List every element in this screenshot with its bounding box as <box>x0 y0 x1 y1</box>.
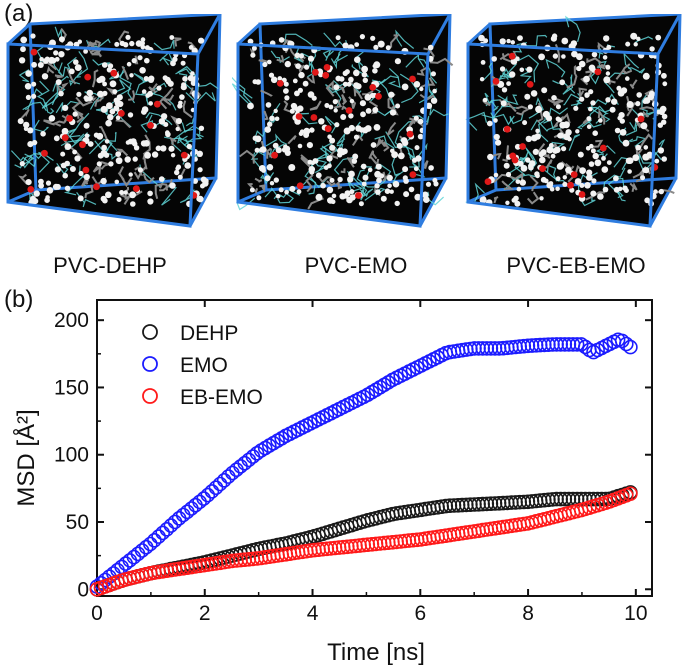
caption-pvc-emo: PVC-EMO <box>304 253 408 278</box>
panel-a-label: (a) <box>4 0 34 27</box>
y-tick-label: 0 <box>77 578 89 601</box>
data-point <box>204 484 220 499</box>
data-point <box>221 469 236 484</box>
legend-label: EMO <box>180 354 228 377</box>
molecules <box>232 29 454 211</box>
simulation-box-pvc-emo <box>232 14 454 228</box>
data-point <box>249 446 265 461</box>
data-point <box>180 504 195 520</box>
simulation-box-pvc-eb-emo <box>465 14 682 228</box>
legend-marker <box>142 324 158 340</box>
data-point <box>192 494 207 510</box>
box-edge <box>418 177 448 227</box>
data-point <box>175 507 191 523</box>
data-point <box>623 339 638 355</box>
data-point <box>208 480 224 495</box>
panel-b-label: (b) <box>4 286 34 313</box>
box-edge <box>236 22 262 46</box>
legend-label: DEHP <box>180 322 238 345</box>
box-edge <box>466 22 492 46</box>
legend-marker <box>142 356 158 372</box>
data-point <box>134 543 150 558</box>
caption-pvc-dehp: PVC-DEHP <box>53 253 167 278</box>
data-point <box>188 497 203 513</box>
box-edge <box>237 188 267 204</box>
data-point <box>184 501 199 516</box>
y-tick-label: 150 <box>54 376 89 399</box>
box-edge <box>648 177 678 227</box>
data-point <box>237 455 252 471</box>
data-point <box>212 476 228 492</box>
series-emo <box>89 332 638 594</box>
data-point <box>623 486 638 501</box>
data-point <box>118 556 133 571</box>
box-front-face <box>236 42 430 228</box>
x-tick-label: 8 <box>522 602 534 625</box>
data-point <box>200 487 216 503</box>
data-point <box>241 452 257 468</box>
data-point <box>196 491 211 506</box>
data-point <box>569 337 585 352</box>
y-tick-label: 200 <box>54 309 89 332</box>
data-point <box>171 511 187 526</box>
data-point <box>233 459 248 474</box>
data-point <box>114 559 129 575</box>
data-point <box>216 473 232 488</box>
molecules <box>10 26 219 208</box>
x-tick-label: 4 <box>307 602 319 625</box>
box-background <box>238 14 450 226</box>
box-edge <box>6 22 32 46</box>
box-edge <box>656 14 682 55</box>
data-point <box>130 546 146 562</box>
molecules <box>465 15 675 207</box>
caption-pvc-eb-emo: PVC-EB-EMO <box>506 253 646 278</box>
data-point <box>167 514 183 530</box>
box-edge <box>467 188 497 204</box>
simulation-box-pvc-dehp <box>6 14 222 228</box>
y-tick-label: 100 <box>54 444 89 467</box>
x-axis-title: Time [ns] <box>327 639 425 666</box>
box-edge <box>196 14 222 55</box>
data-point <box>126 549 142 565</box>
x-tick-label: 10 <box>624 602 647 625</box>
data-point <box>122 553 138 568</box>
legend-marker <box>142 388 158 404</box>
box-front-face <box>466 42 660 228</box>
series-eb-emo <box>89 486 638 597</box>
data-point <box>138 539 154 555</box>
data-point <box>618 336 634 352</box>
plot-frame <box>96 299 653 597</box>
x-tick-label: 2 <box>199 602 211 625</box>
data-point <box>151 529 166 544</box>
data-point <box>163 518 179 533</box>
data-point <box>229 462 244 477</box>
box-edge <box>188 177 218 227</box>
data-point <box>143 536 158 552</box>
data-point <box>225 465 240 481</box>
x-tick-label: 0 <box>91 602 103 625</box>
legend-label: EB-EMO <box>180 386 263 409</box>
x-tick-label: 6 <box>414 602 426 625</box>
data-point <box>155 525 170 541</box>
data-point <box>147 532 162 548</box>
data-point <box>159 522 175 537</box>
y-tick-label: 50 <box>66 511 89 534</box>
box-front-face <box>6 42 200 228</box>
y-axis-title: MSD [Å²] <box>12 409 40 506</box>
